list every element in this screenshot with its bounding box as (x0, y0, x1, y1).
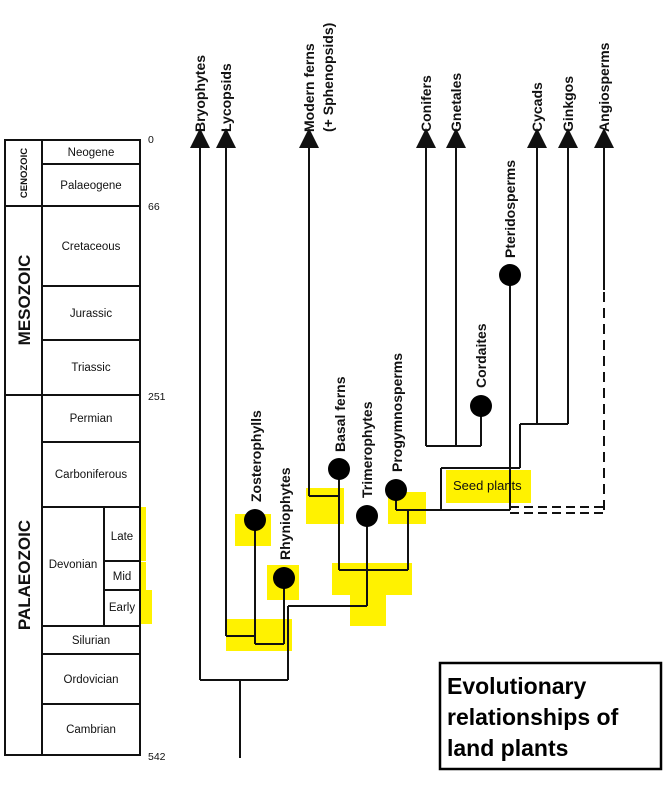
epoch-mid: Mid (113, 571, 132, 583)
node-zosterophylls (244, 509, 266, 531)
taxon-cycads: Cycads (529, 82, 545, 132)
epoch-late: Late (111, 531, 133, 543)
title-line-2: relationships of (447, 704, 619, 730)
age-labels: 0 66 251 542 (148, 134, 166, 763)
period-carboniferous: Carboniferous (55, 469, 127, 481)
age-542: 542 (148, 751, 166, 763)
node-cordaites (470, 395, 492, 417)
period-jurassic: Jurassic (70, 308, 112, 320)
period-triassic: Triassic (71, 362, 110, 374)
taxon-gnetales: Gnetales (448, 73, 464, 132)
age-0: 0 (148, 134, 154, 146)
taxon-rhyniophytes: Rhyniophytes (277, 467, 293, 560)
geologic-timescale (4, 139, 141, 756)
period-palaeogene: Palaeogene (60, 180, 121, 192)
period-labels: Neogene Palaeogene Cretaceous Jurassic T… (49, 147, 136, 736)
node-rhyniophytes (273, 567, 295, 589)
epoch-early: Early (109, 602, 135, 614)
taxon-basal-ferns: Basal ferns (332, 376, 348, 452)
period-silurian: Silurian (72, 635, 110, 647)
era-cenozoic: CENOZOIC (19, 148, 30, 198)
seed-plants-label: Seed plants (453, 478, 522, 493)
period-devonian: Devonian (49, 559, 98, 571)
taxon-lycopsids: Lycopsids (218, 63, 234, 132)
node-progymnosperms (385, 479, 407, 501)
period-neogene: Neogene (68, 147, 115, 159)
taxon-bryophytes: Bryophytes (192, 55, 208, 132)
taxon-labels: Bryophytes Lycopsids Modern ferns (+ Sph… (192, 23, 612, 560)
era-labels: CENOZOIC MESOZOIC PALAEOZOIC (15, 148, 34, 630)
title-box: Evolutionary relationships of land plant… (438, 661, 663, 771)
era-palaeozoic: PALAEOZOIC (15, 520, 34, 630)
node-trimerophytes (356, 505, 378, 527)
title-line-1: Evolutionary (447, 673, 587, 699)
age-251: 251 (148, 391, 166, 403)
tree-branches (190, 128, 614, 758)
period-ordovician: Ordovician (64, 674, 119, 686)
node-basal-ferns (328, 458, 350, 480)
title-line-3: land plants (447, 735, 568, 761)
period-cambrian: Cambrian (66, 724, 116, 736)
taxon-cordaites: Cordaites (473, 323, 489, 388)
taxon-modern-ferns: Modern ferns (301, 43, 317, 132)
taxon-pteridosperms: Pteridosperms (502, 160, 518, 258)
age-66: 66 (148, 201, 160, 213)
period-permian: Permian (70, 413, 113, 425)
taxon-angiosperms: Angiosperms (596, 42, 612, 132)
taxon-modern-ferns-note: (+ Sphenopsids) (320, 23, 336, 132)
taxon-trimerophytes: Trimerophytes (359, 401, 375, 498)
taxon-conifers: Conifers (418, 75, 434, 132)
period-cretaceous: Cretaceous (62, 241, 121, 253)
taxon-progymnosperms: Progymnosperms (389, 353, 405, 472)
taxon-zosterophylls: Zosterophylls (248, 410, 264, 502)
taxon-ginkgos: Ginkgos (560, 76, 576, 132)
extinct-nodes (244, 264, 521, 589)
node-pteridosperms (499, 264, 521, 286)
era-mesozoic: MESOZOIC (15, 255, 34, 346)
